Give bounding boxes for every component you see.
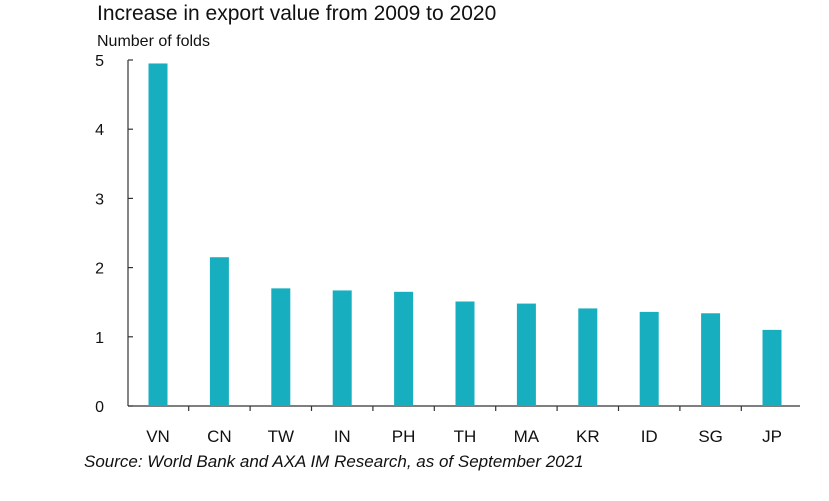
bar-cn — [209, 257, 229, 406]
y-tick-label: 4 — [95, 122, 104, 139]
y-tick-label: 5 — [95, 53, 104, 70]
bar-sg — [701, 313, 721, 406]
y-tick-label: 0 — [95, 399, 104, 416]
x-tick-label-sg: SG — [698, 427, 723, 446]
x-tick-label-ph: PH — [392, 427, 416, 446]
x-tick-label-tw: TW — [268, 427, 294, 446]
source-note: Source: World Bank and AXA IM Research, … — [84, 452, 584, 471]
x-tick-label-cn: CN — [207, 427, 232, 446]
x-tick-label-vn: VN — [146, 427, 170, 446]
x-tick-label-in: IN — [334, 427, 351, 446]
y-tick-label: 3 — [95, 191, 104, 208]
y-axis-label: Number of folds — [97, 33, 210, 50]
x-tick-label-jp: JP — [762, 427, 782, 446]
y-tick-label: 1 — [95, 330, 104, 347]
bar-jp — [762, 329, 782, 406]
x-tick-label-th: TH — [454, 427, 477, 446]
chart-title: Increase in export value from 2009 to 20… — [97, 2, 497, 25]
bar-tw — [271, 288, 291, 406]
bar-vn — [148, 63, 168, 407]
y-tick-labels: 0 1 2 3 4 5 — [95, 53, 104, 416]
bars — [148, 63, 782, 407]
bar-id — [639, 311, 659, 406]
x-tick-labels: VN CN TW IN PH TH MA KR ID SG JP — [146, 427, 782, 446]
bar-ph — [394, 291, 414, 406]
x-tick-label-ma: MA — [514, 427, 540, 446]
bar-th — [455, 301, 475, 406]
x-tick-label-kr: KR — [576, 427, 600, 446]
bar-in — [332, 290, 352, 406]
y-tick-label: 2 — [95, 261, 104, 278]
x-tick-label-id: ID — [641, 427, 658, 446]
bar-ma — [516, 303, 536, 406]
bar-kr — [578, 308, 598, 406]
